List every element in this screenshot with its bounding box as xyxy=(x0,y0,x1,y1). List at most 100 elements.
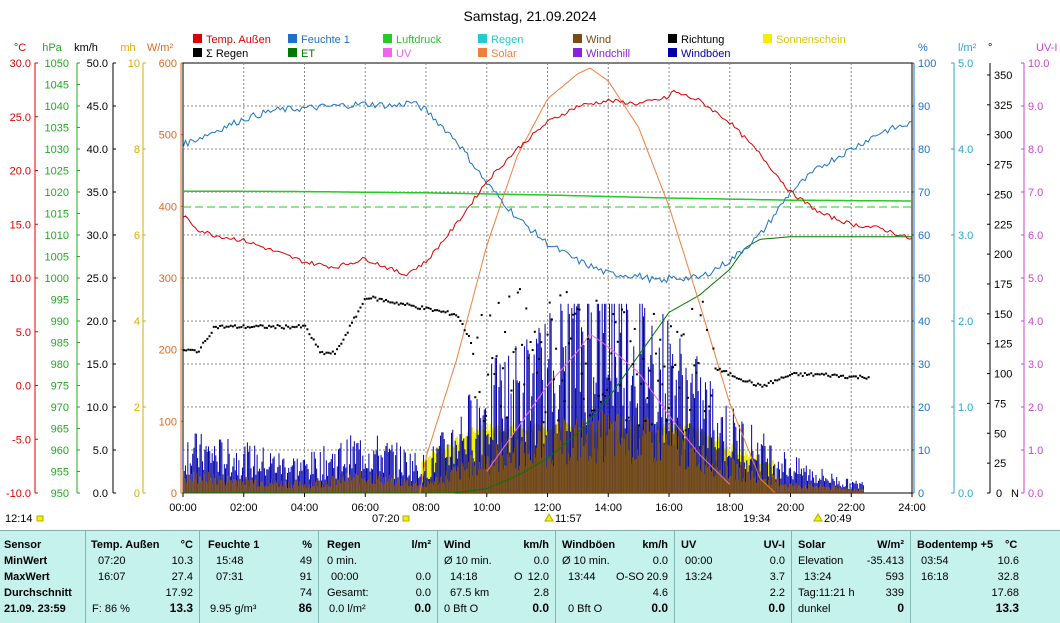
legend-swatch xyxy=(573,48,582,57)
y-tick-label: 1020 xyxy=(45,187,69,199)
direction-dot xyxy=(676,330,679,333)
direction-dot xyxy=(276,324,279,327)
direction-dot xyxy=(591,409,594,412)
gust-max-time: 13:44 xyxy=(568,571,596,583)
time-marker-label: 20:49 xyxy=(824,513,852,525)
direction-dot xyxy=(616,340,619,343)
direction-dot xyxy=(459,319,462,322)
temp-unit: °C xyxy=(180,539,193,551)
direction-dot xyxy=(480,314,483,317)
direction-dot xyxy=(289,327,292,330)
direction-dot xyxy=(359,306,362,309)
series-line-solar xyxy=(419,67,776,494)
direction-dot xyxy=(521,343,524,346)
legend-swatch xyxy=(573,34,582,43)
y-tick-label: 150 xyxy=(994,309,1012,321)
y-tick-label: 20 xyxy=(918,402,930,414)
row-label-min: MinWert xyxy=(4,555,48,567)
direction-dot xyxy=(251,325,254,328)
wind-max-direction: O xyxy=(514,571,523,583)
y-tick-label: 300 xyxy=(994,130,1012,142)
direction-dot xyxy=(603,395,606,398)
y-tick-label: 5.0 xyxy=(958,58,973,70)
direction-dot xyxy=(333,352,336,355)
solar-daylength: Tag:11:21 h xyxy=(798,587,855,599)
direction-dot xyxy=(750,381,753,384)
direction-dot xyxy=(189,348,192,351)
direction-dot xyxy=(771,382,774,385)
direction-dot xyxy=(321,350,324,353)
direction-dot xyxy=(378,297,381,300)
direction-dot xyxy=(835,374,838,377)
direction-dot xyxy=(580,372,583,375)
direction-dot xyxy=(472,352,475,355)
y-tick-label: 25.0 xyxy=(87,273,108,285)
direction-dot xyxy=(372,295,375,298)
direction-dot xyxy=(331,350,334,353)
direction-dot xyxy=(412,304,415,307)
direction-dot xyxy=(246,325,249,328)
direction-dot xyxy=(621,308,624,311)
direction-dot xyxy=(729,372,732,375)
gust-header: Windböen xyxy=(562,539,616,551)
direction-dot xyxy=(197,350,200,353)
y-tick-label: 3.0 xyxy=(958,230,973,242)
series-line-uv xyxy=(486,334,731,485)
soil-max-time: 16:18 xyxy=(921,571,949,583)
direction-dot xyxy=(308,333,311,336)
direction-dot xyxy=(844,376,847,379)
direction-dot xyxy=(565,291,568,294)
direction-dot xyxy=(852,375,855,378)
wind-avg-label: Ø 10 min. xyxy=(444,555,492,567)
uv-avg-value: 2.2 xyxy=(769,587,785,599)
direction-dot xyxy=(857,377,860,380)
rain-max-time: 00:00 xyxy=(331,571,359,583)
direction-dot xyxy=(561,379,564,382)
wind-beaufort: 0 Bft O xyxy=(444,603,479,615)
direction-dot xyxy=(299,326,302,329)
y-tick-label: 3.0 xyxy=(1028,359,1043,371)
legend-label: Windböen xyxy=(681,48,731,60)
y-tick-label: 45.0 xyxy=(87,101,108,113)
direction-dot xyxy=(674,363,677,366)
y-tick-label: 15.0 xyxy=(10,219,31,231)
y-axis-unit: ° xyxy=(988,42,992,54)
legend-swatch xyxy=(478,34,487,43)
direction-dot xyxy=(191,348,194,351)
temp-max-time: 16:07 xyxy=(98,571,126,583)
y-tick-label: 10.0 xyxy=(1028,58,1049,70)
direction-dot xyxy=(297,323,300,326)
y-tick-label: 70 xyxy=(918,187,930,199)
direction-dot xyxy=(487,373,490,376)
direction-dot xyxy=(680,334,683,337)
direction-dot xyxy=(510,389,513,392)
direction-dot xyxy=(463,329,466,332)
y-tick-label: 965 xyxy=(51,424,69,436)
direction-dot xyxy=(484,414,487,417)
direction-dot xyxy=(287,325,290,328)
direction-dot xyxy=(740,378,743,381)
direction-dot xyxy=(367,297,370,300)
direction-dot xyxy=(518,288,521,291)
direction-dot xyxy=(625,419,628,422)
y-tick-label: 985 xyxy=(51,338,69,350)
y-tick-label: 30 xyxy=(918,359,930,371)
direction-dot xyxy=(595,299,598,302)
direction-dot xyxy=(684,429,687,432)
y-tick-label: 6.0 xyxy=(1028,230,1043,242)
direction-dot xyxy=(453,313,456,316)
direction-dot xyxy=(808,373,811,376)
direction-dot xyxy=(667,407,670,410)
direction-dot xyxy=(733,375,736,378)
y-tick-label: -10.0 xyxy=(6,488,31,500)
soil-max-value: 32.8 xyxy=(997,571,1019,583)
sensor-header: Sensor xyxy=(4,539,42,551)
y-tick-label: 8.0 xyxy=(1028,144,1043,156)
y-axis-unit: °C xyxy=(14,42,26,54)
wind-distance: 67.5 km xyxy=(450,587,490,599)
y-tick-label: 2 xyxy=(134,402,140,414)
direction-dot xyxy=(376,299,379,302)
direction-dot xyxy=(533,330,536,333)
y-tick-label: 40.0 xyxy=(87,144,108,156)
direction-dot xyxy=(404,303,407,306)
